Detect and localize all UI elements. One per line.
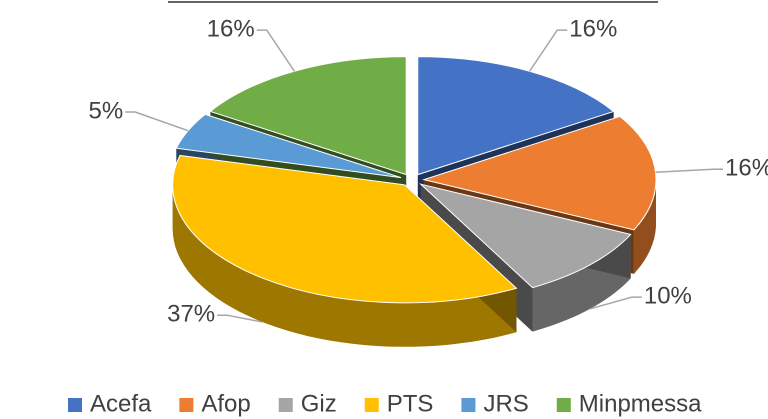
leader-line (528, 29, 568, 72)
legend-swatch (556, 398, 571, 412)
leader-line (217, 314, 263, 323)
legend-swatch (364, 398, 379, 412)
data-label: 37% (167, 301, 215, 328)
data-label: 10% (644, 282, 692, 309)
legend-swatch (461, 398, 476, 412)
pie-labels: 16% 16% 10% 37% 5% 16% (89, 15, 768, 327)
leader-line (125, 111, 189, 132)
pie-slice (417, 56, 615, 176)
data-label: 16% (569, 15, 617, 42)
pie-slice (422, 115, 657, 231)
legend-swatch (278, 398, 293, 412)
pie-side (172, 184, 517, 347)
pie-side (633, 179, 656, 274)
legend-swatch (68, 398, 82, 412)
legend-label: Giz (301, 390, 337, 417)
legend-swatch (179, 398, 194, 412)
legend-label: PTS (387, 390, 434, 417)
leader-line (256, 29, 296, 72)
data-label: 16% (725, 155, 768, 182)
leader-line (655, 168, 724, 173)
legend-label: Afop (201, 390, 250, 417)
data-label: 16% (207, 15, 255, 42)
pie-slice (175, 113, 402, 179)
legend-label: JRS (483, 390, 528, 417)
legend-label: Acefa (90, 390, 152, 417)
legend-label: Minpmessa (579, 390, 702, 417)
leader-line (589, 296, 642, 310)
pie-slice (419, 183, 632, 289)
pie-slice (172, 154, 518, 304)
data-label: 5% (89, 97, 124, 124)
pie-slice (209, 56, 407, 176)
pie-tops (172, 56, 657, 304)
